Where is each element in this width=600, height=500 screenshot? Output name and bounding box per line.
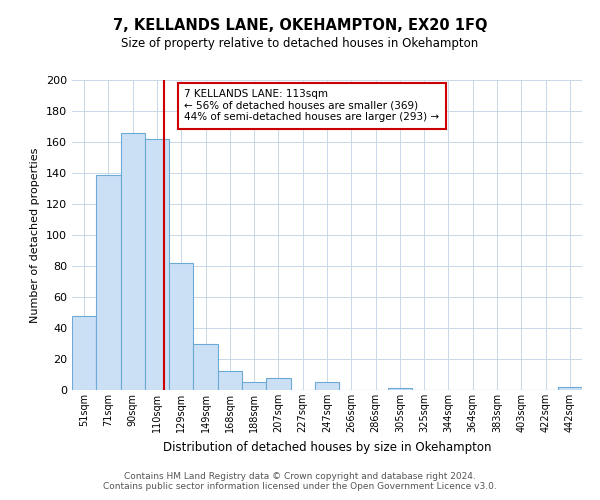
Bar — [96, 174, 121, 390]
Bar — [242, 382, 266, 390]
Text: Contains HM Land Registry data © Crown copyright and database right 2024.: Contains HM Land Registry data © Crown c… — [124, 472, 476, 481]
Text: 7, KELLANDS LANE, OKEHAMPTON, EX20 1FQ: 7, KELLANDS LANE, OKEHAMPTON, EX20 1FQ — [113, 18, 487, 32]
Y-axis label: Number of detached properties: Number of detached properties — [31, 148, 40, 322]
Bar — [193, 344, 218, 390]
Bar — [266, 378, 290, 390]
Bar — [218, 372, 242, 390]
Bar — [121, 132, 145, 390]
Bar — [72, 316, 96, 390]
Bar — [145, 139, 169, 390]
Bar — [315, 382, 339, 390]
Bar — [558, 387, 582, 390]
Bar — [169, 263, 193, 390]
X-axis label: Distribution of detached houses by size in Okehampton: Distribution of detached houses by size … — [163, 440, 491, 454]
Text: Size of property relative to detached houses in Okehampton: Size of property relative to detached ho… — [121, 38, 479, 51]
Text: Contains public sector information licensed under the Open Government Licence v3: Contains public sector information licen… — [103, 482, 497, 491]
Bar — [388, 388, 412, 390]
Text: 7 KELLANDS LANE: 113sqm
← 56% of detached houses are smaller (369)
44% of semi-d: 7 KELLANDS LANE: 113sqm ← 56% of detache… — [184, 90, 439, 122]
